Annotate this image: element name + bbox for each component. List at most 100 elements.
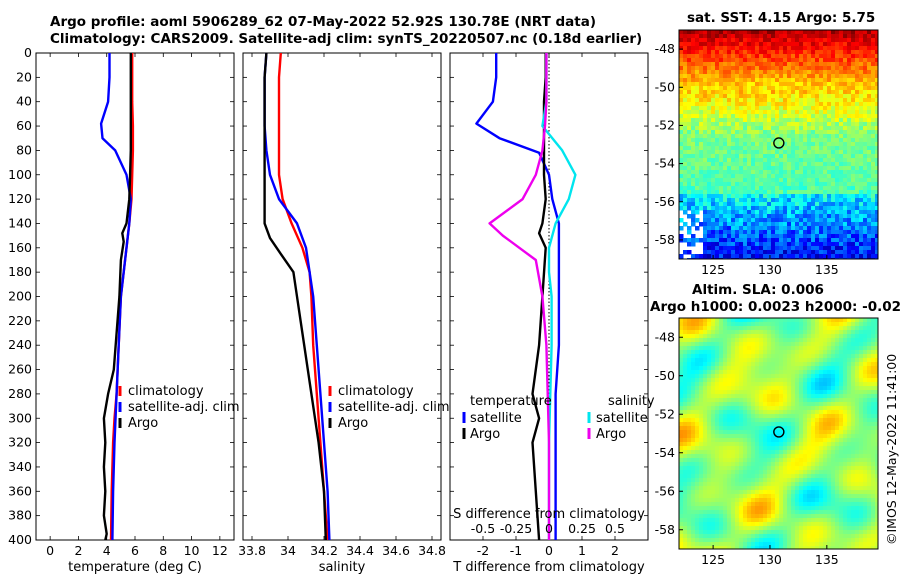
- sst-cell: [743, 42, 748, 47]
- sst-cell: [715, 242, 720, 247]
- sla-cell: [711, 450, 716, 455]
- sla-cell: [839, 326, 844, 331]
- sst-cell: [783, 230, 788, 235]
- sst-cell: [791, 90, 796, 95]
- sla-cell: [875, 394, 878, 399]
- sst-cell: [719, 202, 724, 207]
- sst-cell: [847, 170, 852, 175]
- sla-cell: [831, 394, 836, 399]
- sst-cell: [823, 130, 828, 135]
- sst-cell: [831, 182, 836, 187]
- sst-cell: [771, 246, 776, 251]
- sla-cell: [727, 350, 732, 355]
- sst-cell: [855, 186, 860, 191]
- sst-cell: [791, 162, 796, 167]
- sla-cell: [807, 382, 812, 387]
- sst-cell: [839, 170, 844, 175]
- sla-cell: [791, 430, 796, 435]
- sla-cell: [699, 398, 704, 403]
- sst-cell: [751, 162, 756, 167]
- sla-cell: [831, 414, 836, 419]
- sst-cell: [859, 106, 864, 111]
- sla-cell: [875, 322, 878, 327]
- sst-cell: [799, 50, 804, 55]
- sst-cell: [779, 118, 784, 123]
- sst-cell: [823, 58, 828, 63]
- sst-cell: [799, 130, 804, 135]
- sla-cell: [691, 330, 696, 335]
- sla-cell: [771, 326, 776, 331]
- sst-cell: [795, 122, 800, 127]
- sst-cell: [831, 78, 836, 83]
- sst-cell: [687, 118, 692, 123]
- sla-cell: [779, 326, 784, 331]
- sst-cell: [747, 106, 752, 111]
- sst-cell: [763, 110, 768, 115]
- sst-cell: [819, 174, 824, 179]
- sst-cell: [811, 182, 816, 187]
- sla-cell: [715, 466, 720, 471]
- sst-cell: [811, 242, 816, 247]
- sla-cell: [827, 450, 832, 455]
- sla-cell: [751, 358, 756, 363]
- sst-cell: [743, 78, 748, 83]
- sst-cell: [867, 226, 872, 231]
- sst-cell: [815, 250, 820, 255]
- sla-cell: [735, 446, 740, 451]
- sst-cell: [719, 114, 724, 119]
- depth-tick-label: 200: [8, 289, 32, 304]
- sst-cell: [823, 62, 828, 67]
- sla-cell: [875, 346, 878, 351]
- sst-cell: [711, 34, 716, 39]
- sst-cell: [871, 94, 876, 99]
- sst-cell: [771, 214, 776, 219]
- sst-cell: [875, 74, 878, 79]
- sla-cell: [855, 390, 860, 395]
- sst-cell: [875, 242, 878, 247]
- sst-cell: [695, 158, 700, 163]
- sst-cell: [691, 210, 696, 215]
- sst-cell: [863, 222, 868, 227]
- sst-cell: [731, 66, 736, 71]
- sla-cell: [747, 362, 752, 367]
- sla-cell: [731, 346, 736, 351]
- sst-cell: [691, 126, 696, 131]
- sla-cell: [823, 374, 828, 379]
- sst-cell: [723, 162, 728, 167]
- sst-cell: [679, 170, 684, 175]
- sst-cell: [859, 182, 864, 187]
- sst-cell: [863, 210, 868, 215]
- sst-cell: [827, 170, 832, 175]
- sst-cell: [723, 50, 728, 55]
- sla-cell: [775, 442, 780, 447]
- sla-cell: [763, 374, 768, 379]
- sst-cell: [775, 102, 780, 107]
- sst-cell: [787, 222, 792, 227]
- sst-cell: [683, 174, 688, 179]
- sst-cell: [779, 138, 784, 143]
- sst-cell: [715, 246, 720, 251]
- sla-cell: [703, 326, 708, 331]
- sla-cell: [863, 402, 868, 407]
- sst-cell: [691, 186, 696, 191]
- sla-cell: [775, 326, 780, 331]
- sla-cell: [731, 366, 736, 371]
- sst-cell: [795, 138, 800, 143]
- sla-cell: [803, 370, 808, 375]
- sla-cell: [743, 462, 748, 467]
- sla-cell: [827, 458, 832, 463]
- sst-cell: [799, 182, 804, 187]
- sst-cell: [791, 254, 796, 259]
- sst-cell: [755, 202, 760, 207]
- sla-cell: [791, 414, 796, 419]
- sla-cell: [707, 466, 712, 471]
- sst-cell: [695, 30, 700, 35]
- sst-cell: [727, 198, 732, 203]
- sst-cell: [811, 178, 816, 183]
- sla-cell: [787, 430, 792, 435]
- sla-cell: [723, 394, 728, 399]
- sst-cell: [731, 30, 736, 35]
- sla-cell: [783, 394, 788, 399]
- sla-cell: [847, 322, 852, 327]
- sla-cell: [719, 414, 724, 419]
